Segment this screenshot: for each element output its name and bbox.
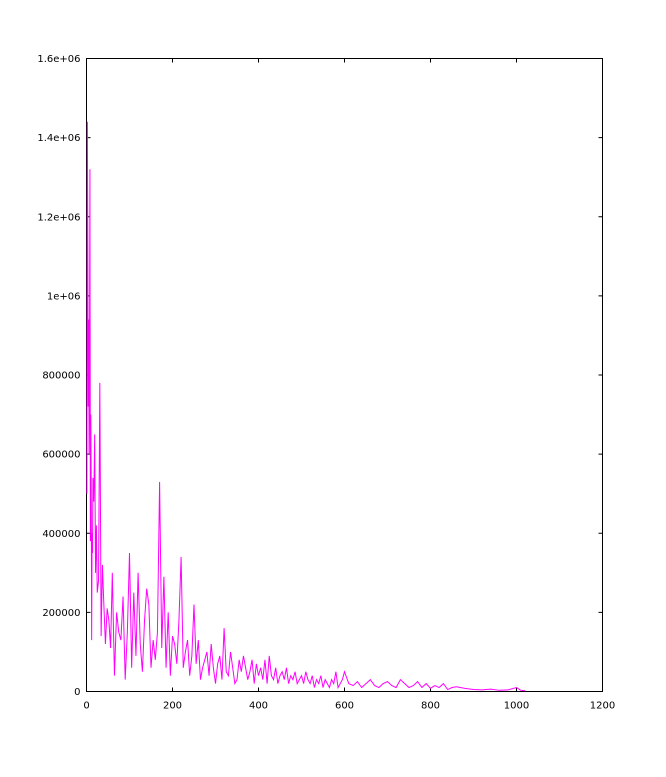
- y-tick-label: 1e+06: [47, 291, 81, 302]
- x-axis: 0 200 400 600 800 1000 1200: [83, 58, 615, 712]
- y-tick-label: 400000: [42, 529, 80, 540]
- x-tick-label: 400: [249, 701, 268, 712]
- y-tick-label: 1.4e+06: [37, 133, 80, 144]
- x-tick-label: 1000: [504, 701, 529, 712]
- x-tick-label: 800: [421, 701, 440, 712]
- y-tick-label: 600000: [42, 450, 80, 461]
- series-layer: [86, 121, 526, 692]
- y-tick-label: 1.2e+06: [37, 212, 80, 223]
- x-tick-label: 1200: [590, 701, 615, 712]
- y-tick-label: 800000: [42, 371, 80, 382]
- x-tick-label: 200: [163, 701, 182, 712]
- y-tick-label: 200000: [42, 608, 80, 619]
- series-line-0: [86, 121, 526, 692]
- y-tick-label: 0: [74, 687, 80, 698]
- y-tick-label: 1.6e+06: [37, 54, 80, 65]
- y-axis: 0 200000 400000 600000 800000 1e+06 1.2e+06 1.4…: [37, 54, 603, 698]
- x-tick-label: 0: [83, 701, 89, 712]
- x-tick-label: 600: [335, 701, 354, 712]
